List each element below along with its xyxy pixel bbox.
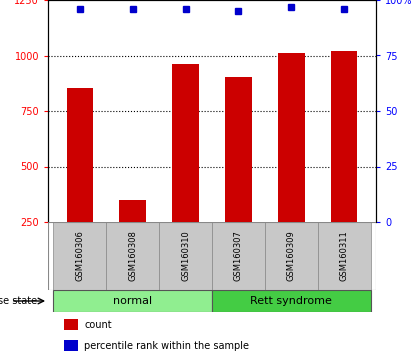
Bar bbox=[65, 340, 78, 351]
Text: GSM160311: GSM160311 bbox=[340, 230, 349, 281]
Text: GSM160309: GSM160309 bbox=[287, 230, 296, 281]
Text: count: count bbox=[84, 320, 112, 330]
Bar bbox=[331, 51, 358, 222]
Bar bbox=[225, 76, 252, 222]
Text: disease state: disease state bbox=[0, 296, 40, 306]
Text: GSM160307: GSM160307 bbox=[234, 230, 243, 281]
Text: percentile rank within the sample: percentile rank within the sample bbox=[84, 341, 249, 350]
Bar bbox=[265, 222, 318, 290]
Text: normal: normal bbox=[113, 296, 152, 306]
Bar bbox=[159, 222, 212, 290]
Bar bbox=[278, 53, 305, 222]
Bar bbox=[212, 290, 371, 312]
Text: GSM160308: GSM160308 bbox=[128, 230, 137, 281]
Bar bbox=[67, 88, 93, 222]
Bar bbox=[172, 64, 199, 222]
Text: GSM160306: GSM160306 bbox=[75, 230, 84, 281]
Bar bbox=[212, 222, 265, 290]
Bar bbox=[318, 222, 371, 290]
Bar bbox=[53, 222, 106, 290]
Text: GSM160310: GSM160310 bbox=[181, 230, 190, 281]
Bar bbox=[65, 319, 78, 330]
Bar bbox=[120, 200, 146, 222]
Bar bbox=[106, 222, 159, 290]
Text: Rett syndrome: Rett syndrome bbox=[250, 296, 332, 306]
Bar bbox=[53, 290, 212, 312]
